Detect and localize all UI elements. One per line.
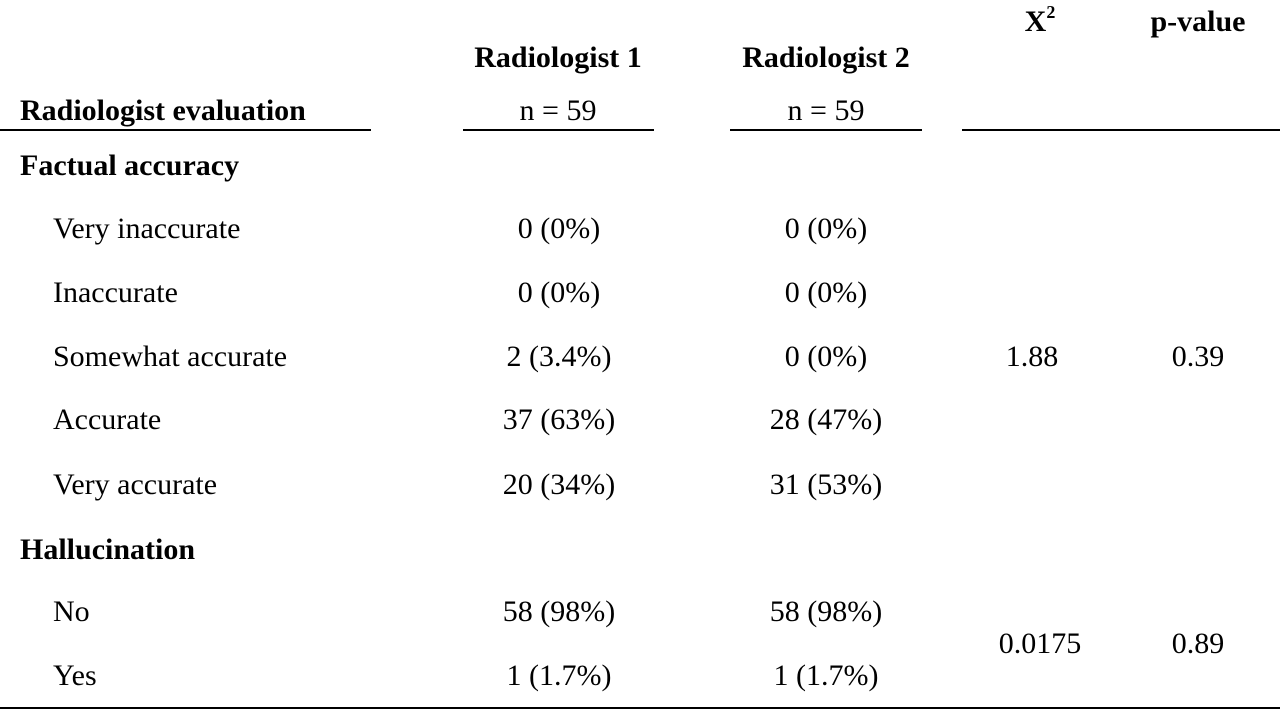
cell-radiologist-2: 1 (1.7%) [773,659,879,692]
cell-radiologist-2: 0 (0%) [784,212,868,245]
cell-chi-square: 0.0175 [998,627,1082,660]
cell-radiologist-2: 31 (53%) [769,468,883,501]
cell-radiologist-1: 0 (0%) [517,276,601,309]
cell-radiologist-1: 0 (0%) [517,212,601,245]
header-rule-left [0,129,371,131]
header-radiologist-2: Radiologist 2 [742,41,910,74]
row-label: Very accurate [53,468,218,501]
cell-radiologist-1: 1 (1.7%) [506,659,612,692]
table-bottom-rule [0,707,1280,709]
cell-radiologist-1: 37 (63%) [502,403,616,436]
header-row-label: Radiologist evaluation [20,94,306,127]
header-rule-statistics [962,129,1280,131]
header-radiologist-1: Radiologist 1 [474,41,642,74]
header-rule-radiologist-1 [463,129,654,131]
cell-radiologist-2: 28 (47%) [769,403,883,436]
row-label: Very inaccurate [53,212,241,245]
header-chi-square-base: X [1024,5,1047,38]
cell-radiologist-2: 0 (0%) [784,276,868,309]
row-label: Inaccurate [53,276,178,309]
header-radiologist-2-n: n = 59 [787,94,865,127]
cell-radiologist-2: 0 (0%) [784,340,868,373]
cell-chi-square: 1.88 [1005,340,1059,373]
row-label: No [53,595,90,628]
cell-radiologist-1: 20 (34%) [502,468,616,501]
section-title-hallucination: Hallucination [20,533,196,566]
row-label: Somewhat accurate [53,340,288,373]
header-p-value: p-value [1150,5,1246,38]
cell-radiologist-1: 58 (98%) [502,595,616,628]
header-radiologist-1-n: n = 59 [519,94,597,127]
cell-p-value: 0.39 [1171,340,1225,373]
section-title-factual-accuracy: Factual accuracy [20,149,240,182]
header-chi-square: X2 [1024,3,1056,38]
cell-radiologist-1: 2 (3.4%) [506,340,612,373]
row-label: Yes [53,659,97,692]
cell-p-value: 0.89 [1171,627,1225,660]
header-chi-square-superscript: 2 [1046,2,1056,22]
row-label: Accurate [53,403,162,436]
cell-radiologist-2: 58 (98%) [769,595,883,628]
header-rule-radiologist-2 [730,129,922,131]
